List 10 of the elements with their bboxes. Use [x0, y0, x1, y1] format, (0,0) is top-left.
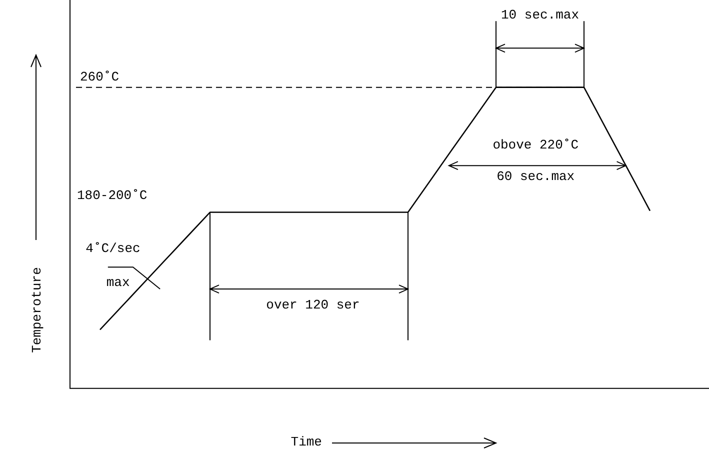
y-axis-title: Temperoture	[29, 267, 44, 353]
annotation: obove 220˚C	[492, 138, 579, 153]
ref-line-label: 260˚C	[80, 69, 120, 84]
annotation: 180-200˚C	[76, 188, 148, 204]
annotation: 60 sec.max	[496, 168, 575, 184]
annotation: 4˚C/sec	[86, 240, 140, 256]
annotation: max	[106, 274, 130, 290]
x-axis-title: Time	[290, 434, 322, 450]
text: 10 sec.max	[500, 7, 580, 22]
annotation: over 120 ser	[266, 297, 360, 312]
